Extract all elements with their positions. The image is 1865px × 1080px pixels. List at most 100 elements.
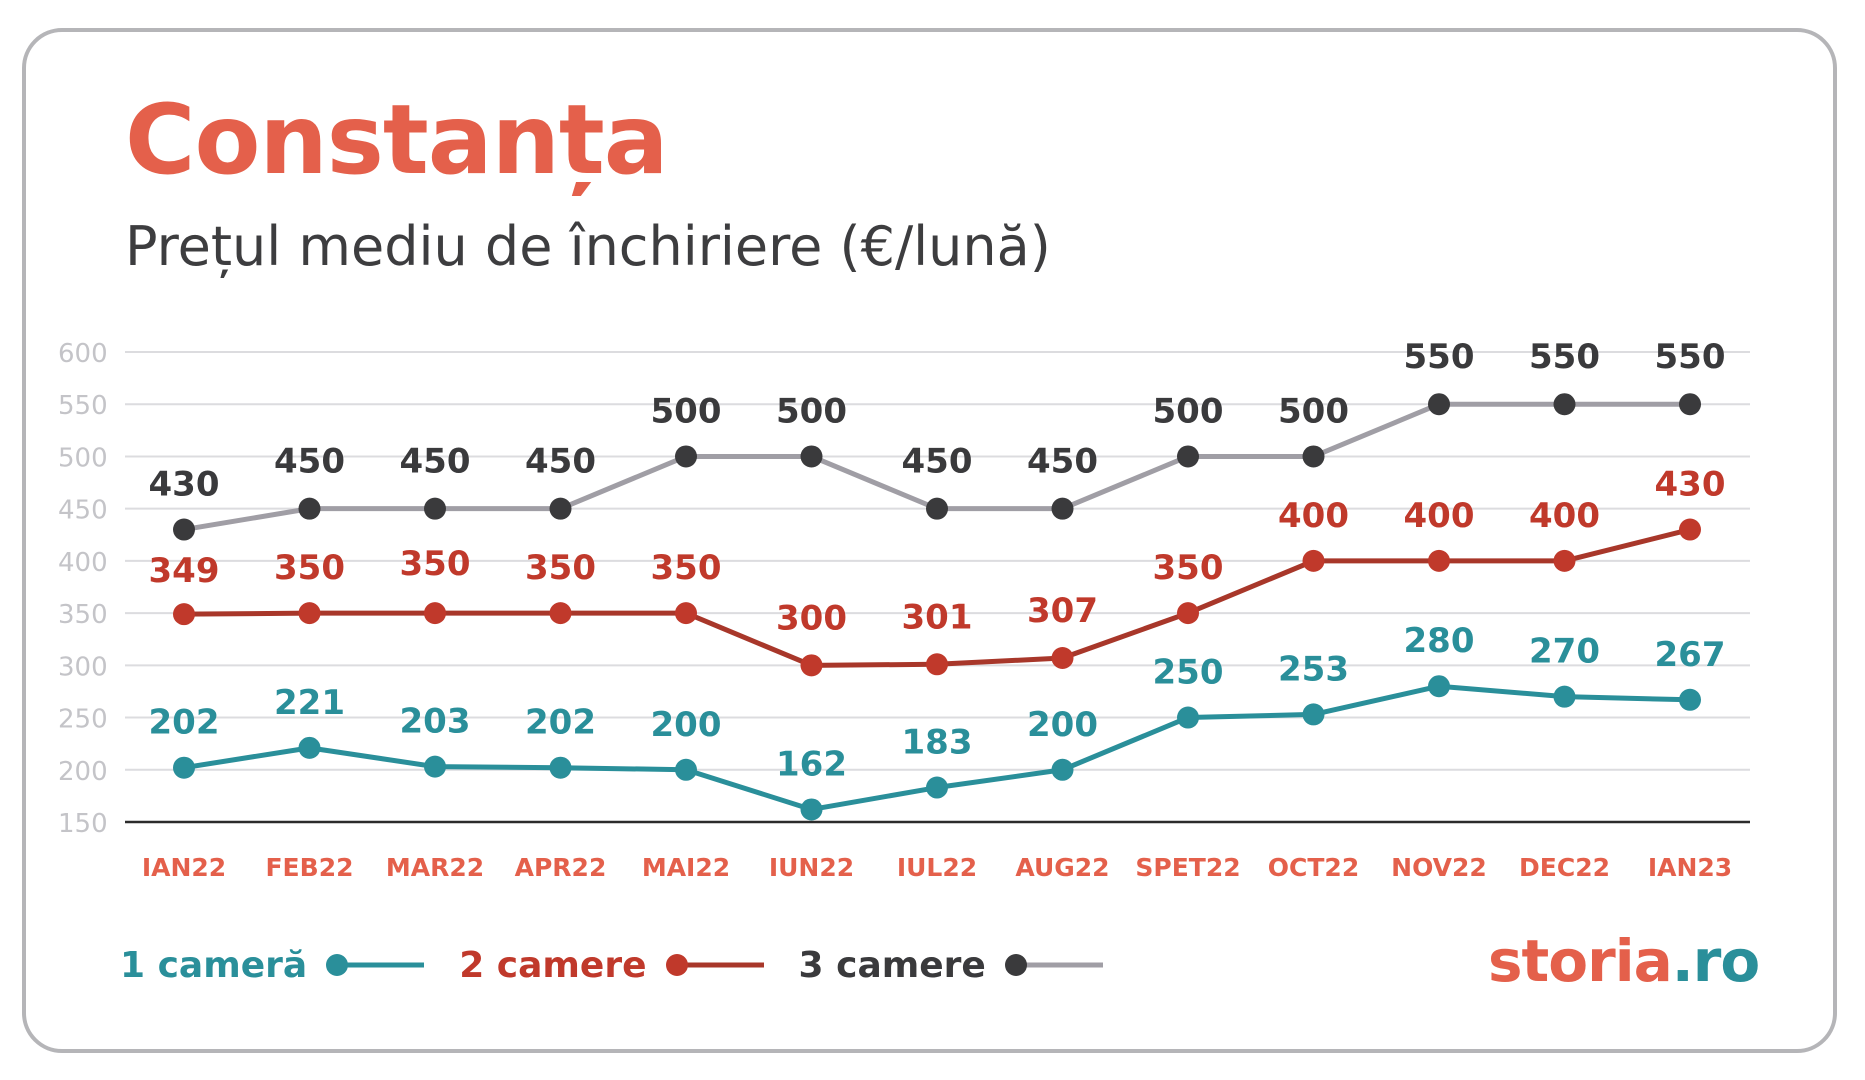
series-1-label-feb22: 221 — [274, 683, 345, 723]
series-3-point-spet22 — [1177, 445, 1199, 468]
x-tick-label-oct22: OCT22 — [1268, 853, 1359, 882]
legend-swatch-1 — [326, 954, 425, 976]
series-1-label-nov22: 280 — [1404, 621, 1475, 661]
series-3-point-mar22 — [424, 497, 446, 520]
legend-item-1: 1 cameră — [120, 945, 429, 986]
series-1-label-mai22: 200 — [651, 705, 722, 745]
legend-swatch-2 — [665, 954, 764, 976]
series-1-label-ian22: 202 — [149, 703, 220, 743]
y-tick-label-450: 450 — [58, 496, 108, 526]
series-3-label-nov22: 550 — [1404, 337, 1475, 377]
x-tick-label-ian23: IAN23 — [1648, 853, 1732, 882]
series-1-point-ian22 — [173, 756, 195, 779]
series-2-label-mai22: 350 — [651, 548, 722, 588]
y-tick-label-250: 250 — [58, 705, 108, 735]
y-axis-ticks: 150 200 250 300 350 400 450 500 550 600 — [58, 339, 108, 839]
series-3-point-apr22 — [549, 497, 572, 520]
series-3-point-nov22 — [1428, 393, 1450, 416]
series-1-label-iul22: 183 — [902, 723, 973, 763]
legend-swatch-3 — [1004, 954, 1103, 976]
series-3-label-mai22: 500 — [651, 391, 722, 431]
series-1-label-spet22: 250 — [1153, 653, 1224, 693]
series-2-label-dec22: 400 — [1529, 496, 1600, 536]
series-2-label-oct22: 400 — [1278, 496, 1349, 536]
legend-label-1: 1 cameră — [120, 944, 308, 986]
x-axis-ticks: IAN22 FEB22 MAR22 APR22 MAI22 IUN22 IUL22 AUG22… — [142, 853, 1732, 882]
legend-item-3: 3 camere — [799, 945, 1108, 986]
series-2-point-iul22 — [926, 653, 948, 676]
x-tick-label-feb22: FEB22 — [265, 853, 353, 882]
data-labels: 202 221 203 202 200 162 183 200 250 253 280 270 267 3… — [149, 337, 1726, 784]
series-2-point-spet22 — [1177, 602, 1199, 625]
x-tick-label-apr22: APR22 — [515, 853, 607, 882]
series-3-label-oct22: 500 — [1278, 391, 1349, 431]
series-2-label-iul22: 301 — [902, 597, 973, 637]
series-2-point-iun22 — [800, 654, 823, 677]
series-3-point-iun22 — [800, 445, 823, 468]
series-2-label-apr22: 350 — [525, 548, 596, 588]
x-tick-label-dec22: DEC22 — [1519, 853, 1610, 882]
series-2-label-spet22: 350 — [1153, 548, 1224, 588]
series-2-point-feb22 — [298, 602, 321, 625]
series-1-point-spet22 — [1177, 706, 1199, 729]
series-1-point-apr22 — [549, 756, 572, 779]
y-tick-label-350: 350 — [58, 600, 108, 630]
series-2-point-oct22 — [1302, 549, 1325, 572]
series-3-point-feb22 — [298, 497, 321, 520]
y-tick-label-200: 200 — [58, 757, 108, 787]
series-1-point-dec22 — [1553, 685, 1576, 708]
series-2-point-mai22 — [675, 602, 697, 625]
series-2-point-ian22 — [173, 603, 195, 626]
series-1-point-ian23 — [1679, 688, 1701, 711]
series-1-point-mar22 — [424, 755, 446, 778]
legend-label-3: 3 camere — [798, 944, 986, 986]
series-3-label-aug22: 450 — [1027, 442, 1098, 482]
series-3-label-iul22: 450 — [902, 442, 973, 482]
series-3-label-iun22: 500 — [776, 391, 847, 431]
series-1-point-iun22 — [800, 798, 823, 821]
series-2-label-ian22: 349 — [149, 551, 220, 591]
logo-main-text: storia — [1488, 927, 1673, 995]
series-3-label-mar22: 450 — [400, 442, 471, 482]
series-1-label-oct22: 253 — [1278, 649, 1349, 689]
series-2-point-ian23 — [1679, 518, 1701, 541]
series-1-point-mai22 — [675, 758, 697, 781]
series-3-point-dec22 — [1553, 393, 1576, 416]
chart-card — [22, 28, 1837, 1053]
series-3-label-apr22: 450 — [525, 442, 596, 482]
series-1-label-ian23: 267 — [1655, 635, 1726, 675]
y-tick-label-400: 400 — [58, 548, 108, 578]
series-3-point-ian23 — [1679, 393, 1701, 416]
x-tick-label-spet22: SPET22 — [1135, 853, 1240, 882]
y-tick-label-600: 600 — [58, 339, 108, 369]
series-1-point-aug22 — [1051, 758, 1074, 781]
series-2-label-ian23: 430 — [1655, 465, 1726, 505]
series-2-label-aug22: 307 — [1027, 591, 1098, 631]
series-1-point-oct22 — [1302, 703, 1325, 726]
x-tick-label-mar22: MAR22 — [386, 853, 484, 882]
series-3-point-ian22 — [173, 518, 195, 541]
legend: 1 cameră 2 camere 3 camere — [120, 935, 1138, 995]
chart-subtitle: Prețul mediu de închiriere (€/lună) — [125, 215, 1051, 278]
series-1-label-dec22: 270 — [1529, 632, 1600, 672]
y-tick-label-550: 550 — [58, 391, 108, 421]
series-1-point-feb22 — [298, 736, 321, 759]
series-3-label-feb22: 450 — [274, 442, 345, 482]
series-3-label-ian22: 430 — [149, 465, 220, 505]
series-1-label-aug22: 200 — [1027, 705, 1098, 745]
series-layer — [173, 393, 1701, 821]
logo-tld-text: .ro — [1671, 927, 1760, 995]
series-1-point-nov22 — [1428, 675, 1450, 698]
legend-item-2: 2 camere — [459, 945, 768, 986]
series-3-label-dec22: 550 — [1529, 337, 1600, 377]
x-tick-label-nov22: NOV22 — [1391, 853, 1487, 882]
line-chart: 150 200 250 300 350 400 450 500 550 600 IAN22 FEB2… — [58, 337, 1750, 882]
series-1-label-mar22: 203 — [400, 702, 471, 742]
y-tick-label-500: 500 — [58, 443, 108, 473]
series-2-point-dec22 — [1553, 549, 1576, 572]
series-2-point-aug22 — [1051, 647, 1074, 670]
series-2-point-apr22 — [549, 602, 572, 625]
legend-label-2: 2 camere — [459, 944, 647, 986]
x-tick-label-ian22: IAN22 — [142, 853, 226, 882]
y-tick-label-150: 150 — [58, 809, 108, 839]
